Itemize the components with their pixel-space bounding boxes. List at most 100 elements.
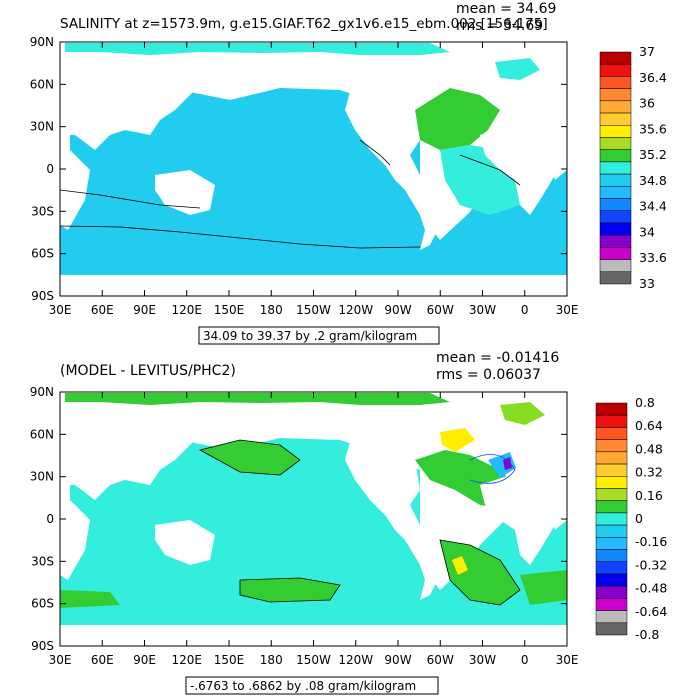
- panel-2-axes: 30E 60E 90E 120E 150E 180 150W 120W 90W 60W 30W 0 30…: [30, 385, 579, 667]
- colorbar-swatch: [599, 51, 632, 65]
- x-tick-label: 150W: [296, 303, 331, 317]
- colorbar-swatch: [599, 137, 632, 150]
- colorbar-swatch: [595, 414, 628, 428]
- colorbar-label: 35.6: [639, 121, 667, 136]
- colorbar-swatch: [595, 585, 628, 599]
- x-tick-label: 30E: [556, 303, 579, 317]
- colorbar-swatch: [595, 524, 628, 538]
- colorbar-swatch: [599, 161, 632, 175]
- panel-1-rms: rms = 34.69: [456, 18, 543, 34]
- colorbar-swatch: [599, 125, 632, 138]
- y-tick-label: 60N: [30, 427, 54, 441]
- colorbar-swatch: [595, 610, 628, 624]
- x-tick-label: 90E: [133, 303, 156, 317]
- y-tick-label: 0: [46, 162, 54, 176]
- colorbar-label: 36: [639, 96, 655, 111]
- map-2-contour-b: [439, 539, 521, 606]
- colorbar-swatch: [595, 488, 628, 501]
- x-tick-label: 120W: [338, 303, 373, 317]
- colorbar-swatch: [599, 259, 632, 273]
- y-tick-label: 30N: [30, 470, 54, 484]
- panel-1-axes: 30E 60E 90E 120E 150E 180 150W 120W 90W 60W 30W 0 30…: [30, 35, 579, 317]
- colorbar-label: -0.48: [635, 581, 667, 596]
- x-tick-label: 120E: [172, 303, 203, 317]
- x-tick-label: 120E: [172, 653, 203, 667]
- panel-2-map: [59, 391, 568, 647]
- map-2-green-patch-southern-2: [520, 570, 567, 605]
- map-2-contour-a: [198, 439, 301, 476]
- colorbar-label: 34.4: [639, 199, 667, 214]
- y-tick-label: 30S: [31, 204, 54, 218]
- map-1-atlantic-green: [415, 88, 500, 150]
- panel-1-contour-info: 34.09 to 39.37 by .2 gram/kilogram: [203, 329, 417, 343]
- x-tick-label: 30W: [469, 653, 496, 667]
- panel-1-contour-box: [198, 326, 440, 345]
- panel-2-rms: rms = 0.06037: [436, 367, 541, 383]
- colorbar-swatch: [599, 234, 632, 248]
- colorbar-swatch: [595, 561, 628, 575]
- panel-2-colorbar: 0.8 0.64 0.48 0.32 0.16 0 -0.16 -0.32 -0.48 -0.64…: [595, 395, 667, 642]
- colorbar-swatch: [599, 76, 632, 89]
- panel-1-colorbar: 37 36.4 36 35.6 35.2 34.8 34.4 34 33.6 33: [599, 44, 667, 291]
- colorbar-label: 33: [639, 276, 655, 291]
- x-tick-label: 120W: [338, 653, 373, 667]
- map-2-arctic: [65, 393, 450, 405]
- y-tick-label: 90N: [30, 35, 54, 49]
- map-1-contour-d: [459, 154, 521, 186]
- map-2-land-africa: [480, 475, 560, 565]
- map-2-contour-c: [239, 577, 341, 603]
- map-2-lightgreen-patch: [500, 402, 545, 425]
- y-tick-label: 30S: [31, 554, 54, 568]
- colorbar-swatch: [599, 112, 632, 126]
- colorbar-swatch: [595, 537, 628, 550]
- colorbar-swatch: [599, 210, 632, 224]
- colorbar-label: 0.48: [635, 441, 663, 456]
- colorbar-label: 34.8: [639, 173, 667, 188]
- x-tick-label: 60W: [427, 653, 454, 667]
- panel-salinity: SALINITY at z=1573.9m, g.e15.GIAF.T62_gx…: [30, 1, 667, 345]
- map-1-land-america: [345, 55, 445, 250]
- x-tick-label: 60W: [427, 303, 454, 317]
- colorbar-label: 0: [635, 511, 643, 526]
- x-tick-label: 60E: [91, 653, 114, 667]
- map-1-land-australia: [155, 170, 215, 215]
- panel-2-contour-box: [185, 676, 439, 695]
- x-tick-label: 90W: [384, 303, 411, 317]
- colorbar-label: 35.2: [639, 147, 667, 162]
- panel-2-contour-info: -.6763 to .6862 by .08 gram/kilogram: [190, 679, 416, 693]
- y-tick-label: 90S: [31, 289, 54, 303]
- colorbar-swatch: [599, 247, 632, 260]
- x-tick-label: 60E: [91, 303, 114, 317]
- panel-2-mean: mean = -0.01416: [436, 350, 559, 366]
- map-1-contour-b: [59, 189, 201, 209]
- colorbar-label: -0.64: [635, 604, 667, 619]
- map-1-arctic: [65, 43, 450, 55]
- colorbar-swatch: [599, 63, 632, 77]
- panel-2-title: (MODEL - LEVITUS/PHC2): [60, 363, 236, 379]
- y-tick-label: 90N: [30, 385, 54, 399]
- x-tick-label: 30W: [469, 303, 496, 317]
- colorbar-swatch: [595, 512, 628, 526]
- colorbar-swatch: [595, 463, 628, 477]
- x-tick-label: 90W: [384, 653, 411, 667]
- colorbar-swatch: [599, 186, 632, 199]
- y-tick-label: 60S: [31, 597, 54, 611]
- x-tick-label: 150E: [214, 303, 245, 317]
- map-2-land-australia: [155, 520, 215, 565]
- y-tick-label: 30N: [30, 120, 54, 134]
- colorbar-swatch: [595, 549, 628, 562]
- colorbar-label: 33.6: [639, 250, 667, 265]
- map-1-land-africa: [480, 125, 560, 215]
- panel-1-title: SALINITY at z=1573.9m, g.e15.GIAF.T62_gx…: [60, 16, 548, 32]
- map-2-yellow-patch-north: [440, 428, 475, 452]
- colorbar-swatch: [599, 222, 632, 236]
- y-tick-label: 0: [46, 512, 54, 526]
- map-1-contour-c: [359, 139, 391, 166]
- colorbar-swatch: [595, 451, 628, 465]
- colorbar-label: 0.16: [635, 488, 663, 503]
- map-2-land-asia: [60, 405, 210, 500]
- colorbar-swatch: [595, 573, 628, 587]
- colorbar-label: 36.4: [639, 70, 667, 85]
- colorbar-swatch: [599, 88, 632, 102]
